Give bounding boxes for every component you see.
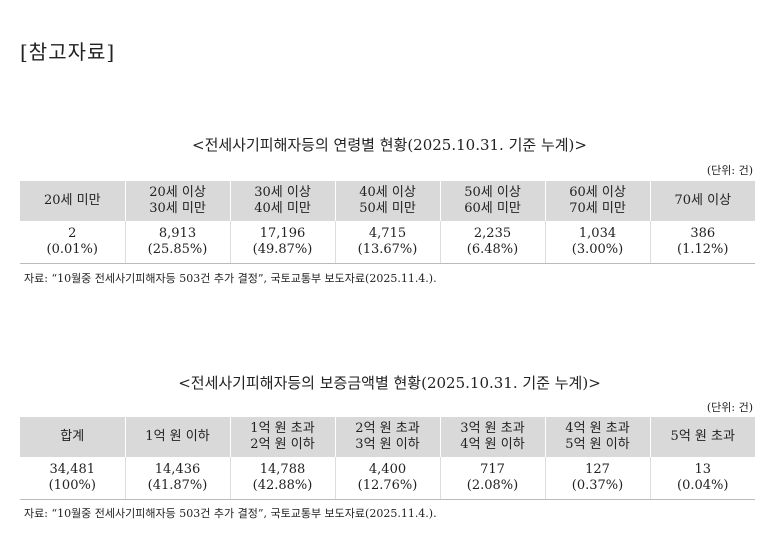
header-text: 4억 원 초과 (565, 421, 630, 436)
page-heading: [참고자료] (20, 40, 116, 64)
cell-percent: (49.87%) (252, 242, 313, 257)
cell-count: 717 (480, 462, 505, 477)
header-text: 5억 원 이하 (565, 437, 630, 452)
column-header: 합계 (20, 417, 125, 457)
header-text: 40세 미만 (254, 201, 311, 216)
cell-percent: (100%) (48, 478, 96, 493)
header-text: 1억 원 이하 (145, 429, 210, 444)
table-cell: 2 (0.01%) (20, 221, 125, 264)
table-row: 34,481 (100%) 14,436 (41.87%) 14,788 (42.88%)… (20, 457, 755, 500)
header-text: 70세 미만 (569, 201, 626, 216)
header-row: 20세 미만 20세 이상 30세 미만 30세 이상 40세 미만 40세 이상 50세 … (20, 181, 755, 221)
cell-count: 386 (690, 226, 716, 241)
cell-percent: (42.88%) (252, 478, 313, 493)
header-text: 60세 이상 (569, 185, 626, 200)
header-text: 30세 이상 (254, 185, 311, 200)
table-cell: 4,400 (12.76%) (334, 457, 440, 500)
cell-percent: (3.00%) (571, 242, 624, 257)
cell-percent: (2.08%) (466, 478, 519, 493)
column-header: 20세 이상 30세 미만 (124, 181, 230, 221)
table-cell: 34,481 (100%) (20, 457, 125, 500)
column-header: 50세 이상 60세 미만 (439, 181, 545, 221)
cell-percent: (25.85%) (147, 242, 208, 257)
cell-count: 8,913 (158, 226, 197, 241)
table-cell: 127 (0.37%) (544, 457, 650, 500)
table-cell: 1,034 (3.00%) (544, 221, 650, 264)
cell-count: 4,715 (368, 226, 407, 241)
cell-count: 2 (68, 226, 77, 241)
table-cell: 17,196 (49.87%) (229, 221, 335, 264)
table-row: 2 (0.01%) 8,913 (25.85%) 17,196 (49.87%) 4,715… (20, 221, 755, 264)
column-header: 40세 이상 50세 미만 (334, 181, 440, 221)
table-cell: 14,788 (42.88%) (229, 457, 335, 500)
column-header: 30세 이상 40세 미만 (229, 181, 335, 221)
header-text: 합계 (60, 429, 85, 444)
header-text: 60세 미만 (464, 201, 521, 216)
cell-percent: (1.12%) (677, 242, 729, 257)
header-text: 2억 원 초과 (355, 421, 420, 436)
table-cell: 13 (0.04%) (649, 457, 755, 500)
cell-percent: (6.48%) (466, 242, 519, 257)
cell-percent: (0.01%) (46, 242, 98, 257)
column-header: 1억 원 초과 2억 원 이하 (229, 417, 335, 457)
table-cell: 386 (1.12%) (649, 221, 755, 264)
table1-unit: (단위: 건) (706, 164, 753, 177)
cell-count: 17,196 (259, 226, 306, 241)
table-cell: 8,913 (25.85%) (124, 221, 230, 264)
header-text: 40세 이상 (359, 185, 416, 200)
cell-count: 14,788 (259, 462, 306, 477)
cell-count: 2,235 (473, 226, 512, 241)
cell-count: 14,436 (154, 462, 201, 477)
cell-percent: (0.37%) (571, 478, 624, 493)
deposit-table: 합계 1억 원 이하 1억 원 초과 2억 원 이하 2억 원 초과 3억 원 이하 3억 … (20, 417, 755, 500)
table2-unit: (단위: 건) (706, 401, 753, 414)
header-text: 50세 이상 (464, 185, 521, 200)
table-cell: 4,715 (13.67%) (334, 221, 440, 264)
table-cell: 717 (2.08%) (439, 457, 545, 500)
column-header: 1억 원 이하 (124, 417, 230, 457)
header-text: 50세 미만 (359, 201, 416, 216)
table1-title: <전세사기피해자등의 연령별 현황(2025.10.31. 기준 누계)> (192, 136, 587, 154)
cell-count: 127 (585, 462, 610, 477)
column-header: 5억 원 초과 (649, 417, 755, 457)
header-text: 4억 원 이하 (460, 437, 525, 452)
header-row: 합계 1억 원 이하 1억 원 초과 2억 원 이하 2억 원 초과 3억 원 이하 3억 … (20, 417, 755, 457)
cell-percent: (13.67%) (357, 242, 418, 257)
cell-count: 1,034 (578, 226, 617, 241)
cell-percent: (12.76%) (357, 478, 418, 493)
column-header: 70세 이상 (649, 181, 755, 221)
table-cell: 14,436 (41.87%) (124, 457, 230, 500)
header-text: 1억 원 초과 (250, 421, 315, 436)
header-text: 2억 원 이하 (250, 437, 315, 452)
table2-title: <전세사기피해자등의 보증금액별 현황(2025.10.31. 기준 누계)> (178, 374, 601, 392)
cell-percent: (41.87%) (147, 478, 208, 493)
cell-count: 34,481 (49, 462, 96, 477)
header-text: 5억 원 초과 (670, 429, 735, 444)
column-header: 2억 원 초과 3억 원 이하 (334, 417, 440, 457)
table1-source: 자료: “10월중 전세사기피해자등 503건 추가 결정”, 국토교통부 보도… (24, 272, 437, 285)
header-text: 30세 미만 (149, 201, 206, 216)
header-text: 20세 미만 (43, 193, 101, 208)
cell-count: 13 (694, 462, 712, 477)
table-cell: 2,235 (6.48%) (439, 221, 545, 264)
cell-percent: (0.04%) (677, 478, 729, 493)
cell-count: 4,400 (368, 462, 407, 477)
header-text: 70세 이상 (674, 193, 732, 208)
table2-source: 자료: “10월중 전세사기피해자등 503건 추가 결정”, 국토교통부 보도… (24, 507, 437, 520)
header-text: 20세 이상 (149, 185, 206, 200)
column-header: 4억 원 초과 5억 원 이하 (544, 417, 650, 457)
age-table: 20세 미만 20세 이상 30세 미만 30세 이상 40세 미만 40세 이상 50세 … (20, 181, 755, 264)
column-header: 20세 미만 (20, 181, 125, 221)
column-header: 60세 이상 70세 미만 (544, 181, 650, 221)
header-text: 3억 원 초과 (460, 421, 525, 436)
column-header: 3억 원 초과 4억 원 이하 (439, 417, 545, 457)
header-text: 3억 원 이하 (355, 437, 420, 452)
